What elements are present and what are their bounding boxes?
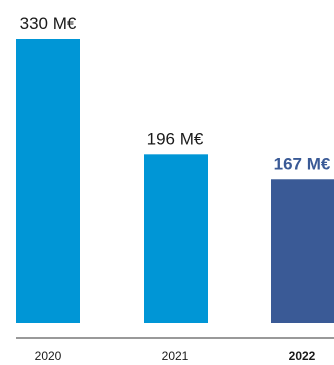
bar-2022 bbox=[271, 179, 334, 323]
bar-2020 bbox=[16, 39, 80, 323]
x-tick-labels-layer: 2020 2021 2022 bbox=[35, 349, 316, 363]
value-label-2020: 330 M€ bbox=[20, 14, 77, 33]
x-tick-label-2022: 2022 bbox=[289, 349, 316, 363]
bar-2021 bbox=[144, 154, 208, 323]
bars-layer bbox=[16, 39, 334, 323]
value-labels-layer: 330 M€ 196 M€ 167 M€ bbox=[20, 14, 331, 173]
value-label-2022: 167 M€ bbox=[274, 154, 331, 173]
x-tick-label-2021: 2021 bbox=[162, 349, 189, 363]
x-tick-label-2020: 2020 bbox=[35, 349, 62, 363]
value-label-2021: 196 M€ bbox=[147, 129, 204, 148]
